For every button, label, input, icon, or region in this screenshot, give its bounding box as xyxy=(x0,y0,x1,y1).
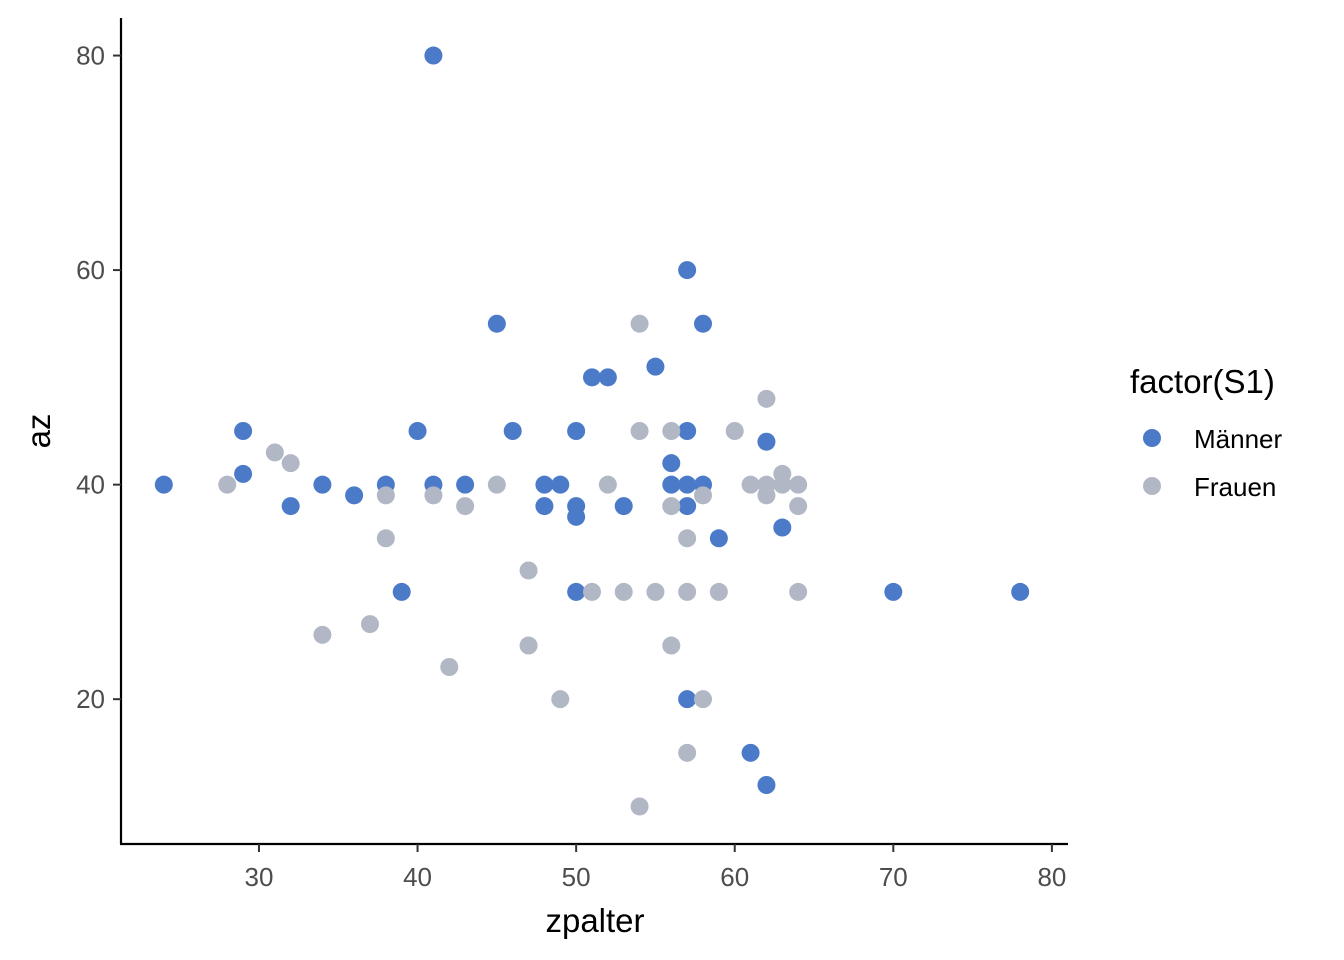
data-point-mnner xyxy=(1011,582,1030,601)
legend: factor(S1) Männer Frauen xyxy=(1130,363,1282,502)
x-tick-label: 70 xyxy=(879,862,908,892)
y-tick-label: 40 xyxy=(76,470,105,500)
data-point-frauen xyxy=(646,582,665,601)
data-point-frauen xyxy=(662,422,681,440)
data-point-frauen xyxy=(773,475,792,494)
legend-key-frauen xyxy=(1143,477,1161,495)
data-point-frauen xyxy=(440,658,459,676)
data-point-mnner xyxy=(535,475,554,494)
data-point-frauen xyxy=(376,529,395,548)
data-point-frauen xyxy=(519,636,538,655)
data-point-mnner xyxy=(662,454,681,473)
y-tick-label: 80 xyxy=(76,41,105,71)
data-point-frauen xyxy=(662,636,681,655)
data-point-mnner xyxy=(154,475,173,494)
data-point-mnner xyxy=(408,422,427,440)
data-point-mnner xyxy=(884,582,903,601)
data-point-mnner xyxy=(741,743,760,762)
data-point-frauen xyxy=(614,582,633,601)
data-point-frauen xyxy=(456,497,475,516)
data-point-frauen xyxy=(360,615,379,634)
data-point-frauen xyxy=(218,475,237,494)
data-point-mnner xyxy=(567,507,586,526)
data-point-mnner xyxy=(694,314,713,333)
data-point-mnner xyxy=(662,475,681,494)
data-point-frauen xyxy=(725,422,744,440)
data-point-frauen xyxy=(598,475,617,494)
data-point-mnner xyxy=(678,261,697,280)
data-point-mnner xyxy=(313,475,332,494)
data-point-mnner xyxy=(535,497,554,516)
data-point-frauen xyxy=(741,475,760,494)
data-point-mnner xyxy=(551,475,570,494)
data-point-mnner xyxy=(456,475,475,494)
data-point-mnner xyxy=(424,46,443,65)
y-tick-label: 60 xyxy=(76,255,105,285)
data-point-mnner xyxy=(678,422,697,440)
data-point-frauen xyxy=(376,486,395,505)
data-point-frauen xyxy=(709,582,728,601)
legend-key-manner xyxy=(1143,429,1161,447)
data-point-frauen xyxy=(789,497,808,516)
data-point-mnner xyxy=(678,497,697,516)
data-point-mnner xyxy=(773,518,792,537)
data-point-frauen xyxy=(789,475,808,494)
data-point-mnner xyxy=(598,368,617,387)
data-point-frauen xyxy=(678,582,697,601)
x-tick-label: 30 xyxy=(245,862,274,892)
data-point-mnner xyxy=(234,464,253,483)
data-point-frauen xyxy=(313,625,332,644)
data-point-frauen xyxy=(630,797,649,816)
data-point-frauen xyxy=(678,529,697,548)
data-point-mnner xyxy=(614,497,633,516)
x-tick-label: 80 xyxy=(1037,862,1066,892)
x-tick-label: 40 xyxy=(403,862,432,892)
x-axis-title: zpalter xyxy=(545,902,644,939)
data-point-frauen xyxy=(694,690,713,709)
data-point-mnner xyxy=(281,497,300,516)
legend-label-frauen: Frauen xyxy=(1194,472,1276,502)
data-point-mnner xyxy=(567,582,586,601)
data-point-mnner xyxy=(392,582,411,601)
data-point-mnner xyxy=(234,422,253,440)
data-point-mnner xyxy=(678,475,697,494)
data-point-mnner xyxy=(709,529,728,548)
y-axis-title: az xyxy=(20,414,57,449)
data-point-mnner xyxy=(487,314,506,333)
legend-label-manner: Männer xyxy=(1194,424,1282,454)
data-point-frauen xyxy=(757,486,776,505)
x-tick-label: 60 xyxy=(720,862,749,892)
data-point-mnner xyxy=(503,422,522,440)
data-point-frauen xyxy=(694,486,713,505)
data-point-mnner xyxy=(678,690,697,709)
data-point-frauen xyxy=(487,475,506,494)
data-point-mnner xyxy=(757,776,776,794)
data-point-frauen xyxy=(265,443,284,462)
data-point-frauen xyxy=(678,743,697,762)
data-point-mnner xyxy=(757,432,776,451)
data-point-mnner xyxy=(567,422,586,440)
legend-title: factor(S1) xyxy=(1130,363,1275,400)
ticks-layer: 30 40 50 60 70 80 20 40 60 80 xyxy=(76,41,1066,892)
data-point-frauen xyxy=(519,561,538,580)
data-point-frauen xyxy=(789,582,808,601)
data-point-frauen xyxy=(583,582,601,601)
data-point-frauen xyxy=(757,389,776,408)
data-point-mnner xyxy=(646,357,665,376)
data-point-mnner xyxy=(583,368,601,387)
data-point-frauen xyxy=(630,422,649,440)
data-point-frauen xyxy=(281,454,300,473)
axes-layer xyxy=(119,18,1068,846)
data-point-mnner xyxy=(345,486,364,505)
data-point-frauen xyxy=(551,690,570,709)
data-point-frauen xyxy=(662,497,681,516)
points-layer xyxy=(154,46,1030,816)
data-point-frauen xyxy=(630,314,649,333)
data-point-frauen xyxy=(424,486,443,505)
y-tick-label: 20 xyxy=(76,684,105,714)
x-tick-label: 50 xyxy=(562,862,591,892)
